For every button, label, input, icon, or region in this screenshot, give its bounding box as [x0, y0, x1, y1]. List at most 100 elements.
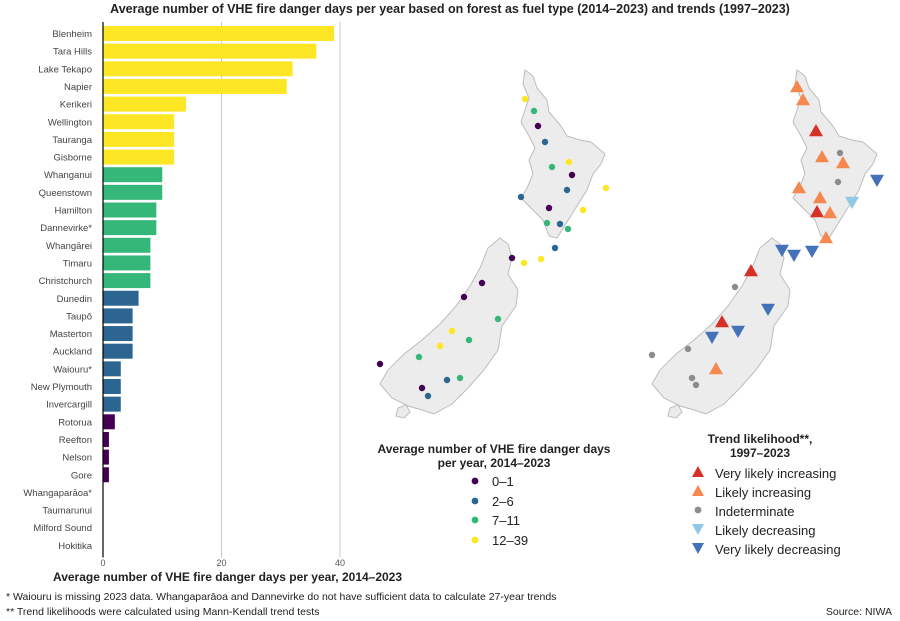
- legend-item: 2–6: [466, 494, 514, 509]
- bar: [103, 431, 109, 447]
- legend-trend-title: Trend likelihood**, 1997–2023: [707, 432, 813, 460]
- legend-dot-icon: [466, 494, 484, 509]
- x-tick-label: 0: [100, 558, 105, 568]
- y-tick-label: Rotorua: [58, 417, 93, 428]
- legend-item: Very likely decreasing: [689, 541, 841, 558]
- bar: [103, 167, 163, 183]
- bar: [103, 273, 151, 289]
- y-tick-label: Whangārei: [46, 241, 92, 252]
- y-tick-label: Tauranga: [52, 135, 92, 146]
- station-dot: [541, 138, 549, 146]
- station-dot: [424, 392, 432, 400]
- y-tick-label: Whangaparāoa*: [23, 488, 92, 499]
- bar: [103, 61, 293, 77]
- bar: [103, 326, 133, 342]
- trend-up-marker: [715, 315, 729, 328]
- trend-up-marker: [813, 191, 827, 204]
- trend-indeterminate-marker: [731, 283, 739, 291]
- station-dot: [545, 204, 553, 212]
- station-dot: [568, 171, 576, 179]
- trend-down-marker: [845, 196, 859, 209]
- trend-down-marker: [775, 244, 789, 257]
- trend-up-marker: [790, 80, 804, 93]
- source-note: Source: NIWA: [825, 606, 892, 618]
- south-island: [379, 237, 519, 415]
- trend-indeterminate-marker: [834, 178, 842, 186]
- station-dot: [508, 254, 516, 262]
- trend-up-marker: [819, 231, 833, 244]
- station-dot: [551, 244, 559, 252]
- bar: [103, 114, 175, 130]
- station-dot: [530, 107, 538, 115]
- trend-up-marker: [796, 93, 810, 106]
- y-tick-label: Taumarunui: [42, 506, 92, 517]
- north-island: [520, 69, 606, 239]
- station-dot: [436, 342, 444, 350]
- bar: [103, 361, 121, 377]
- legend-label: 12–39: [492, 532, 529, 548]
- station-dot: [448, 327, 456, 335]
- trend-up-marker: [815, 150, 829, 163]
- stewart-island: [395, 404, 411, 419]
- y-tick-label: Waiouru*: [53, 364, 92, 375]
- trend-up-marker: [836, 156, 850, 169]
- trend-up-marker: [823, 206, 837, 219]
- y-tick-label: Tara Hills: [53, 47, 92, 58]
- station-dot: [517, 193, 525, 201]
- legend-dot-icon: [466, 474, 484, 489]
- station-dot: [478, 279, 486, 287]
- y-tick-label: Whanganui: [44, 170, 92, 181]
- y-tick-label: Taupō: [66, 311, 92, 322]
- legend-dot-icon: [466, 533, 484, 548]
- y-tick-label: New Plymouth: [31, 382, 92, 393]
- station-dot: [376, 360, 384, 368]
- stewart-island: [667, 404, 683, 419]
- legend-item: Likely increasing: [689, 484, 811, 501]
- station-dot: [556, 220, 564, 228]
- station-dot: [415, 353, 423, 361]
- bar: [103, 149, 175, 165]
- trend-map: [648, 69, 884, 419]
- trend-down-marker: [787, 249, 801, 262]
- bar: [103, 449, 109, 465]
- bar: [103, 26, 335, 41]
- y-tick-label: Nelson: [62, 453, 92, 464]
- station-dot: [534, 122, 542, 130]
- legend-dot-icon: [466, 513, 484, 528]
- y-tick-label: Blenheim: [52, 29, 92, 40]
- y-tick-label: Reefton: [59, 435, 92, 446]
- trend-down-marker: [870, 174, 884, 187]
- station-dot: [460, 293, 468, 301]
- station-dot: [521, 95, 529, 103]
- station-dot: [465, 336, 473, 344]
- y-tick-label: Gisborne: [53, 153, 92, 164]
- y-tick-label: Dunedin: [57, 294, 92, 305]
- bar: [103, 78, 287, 94]
- fire-days-map: [376, 69, 610, 419]
- triangle-down-icon: [689, 522, 707, 539]
- bar: [103, 96, 186, 112]
- bar: [103, 343, 133, 359]
- y-tick-label: Queenstown: [39, 188, 92, 199]
- station-dot: [494, 315, 502, 323]
- x-axis-label: Average number of VHE fire danger days p…: [52, 570, 403, 584]
- bar: [103, 290, 139, 306]
- bar: [103, 184, 163, 200]
- trend-down-marker: [805, 245, 819, 258]
- x-tick-label: 20: [216, 558, 226, 568]
- trend-down-marker: [705, 331, 719, 344]
- legend-label: 0–1: [492, 474, 514, 489]
- legend-label: Indeterminate: [715, 504, 795, 519]
- bar: [103, 202, 157, 218]
- trend-indeterminate-marker: [684, 345, 692, 353]
- trend-down-marker: [731, 325, 745, 338]
- legend-label: Likely increasing: [715, 485, 812, 500]
- trend-indeterminate-marker: [688, 374, 696, 382]
- legend-label: Very likely decreasing: [715, 542, 841, 557]
- trend-up-marker: [792, 181, 806, 194]
- bar: [103, 131, 175, 147]
- chart-title: Average number of VHE fire danger days p…: [110, 2, 790, 16]
- legend-item: Very likely increasing: [689, 465, 836, 482]
- y-tick-label: Wellington: [48, 117, 92, 128]
